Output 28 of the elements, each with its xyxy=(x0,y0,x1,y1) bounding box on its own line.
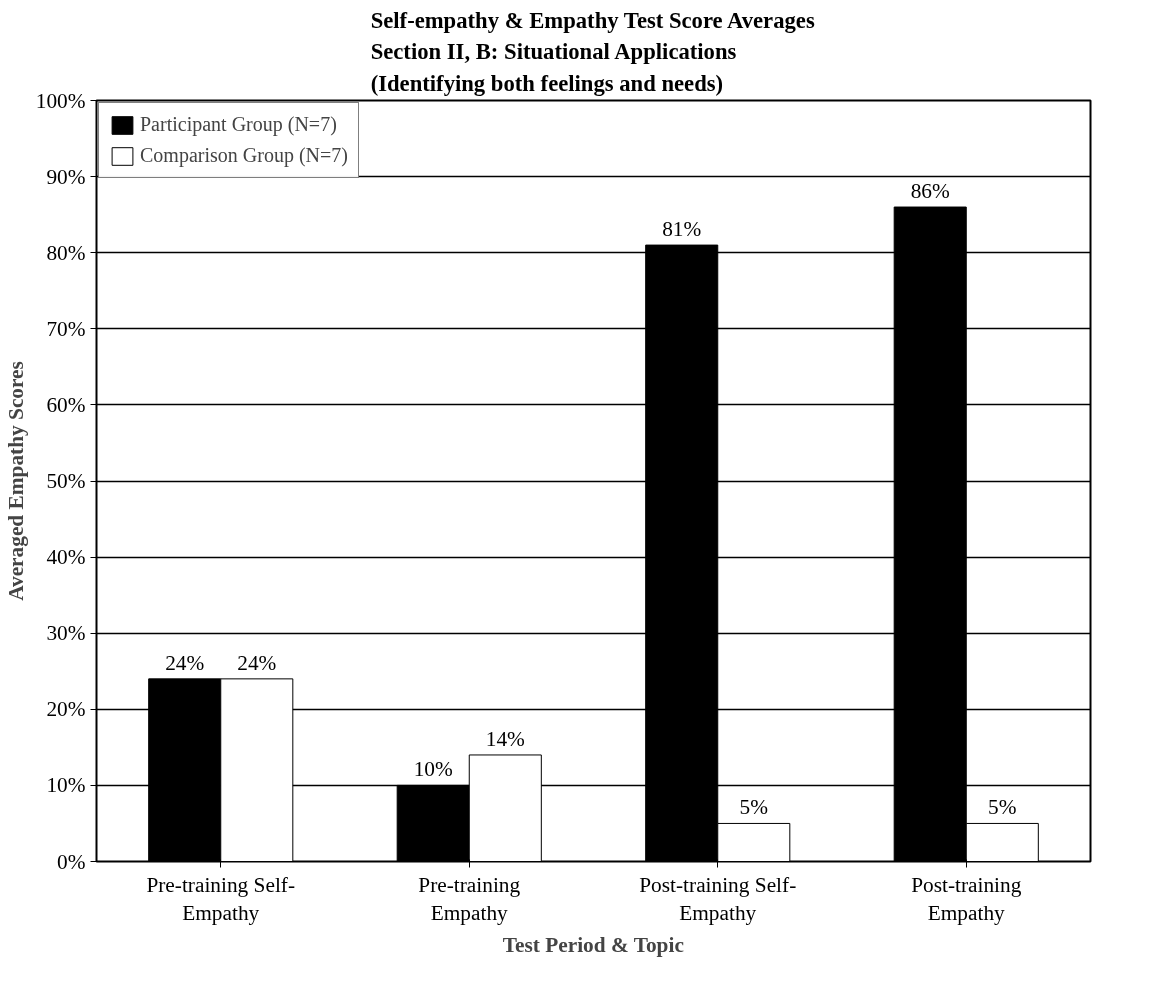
y-tick-label: 30% xyxy=(46,621,86,646)
data-label: 81% xyxy=(662,217,702,242)
x-tick-label: Pre-training Self-Empathy xyxy=(146,872,296,926)
data-label: 86% xyxy=(910,179,950,204)
data-label: 24% xyxy=(165,650,205,675)
y-tick-label: 40% xyxy=(46,545,86,570)
y-tick-label: 20% xyxy=(46,697,86,722)
data-label: 14% xyxy=(485,726,526,751)
y-tick-label: 10% xyxy=(46,773,86,798)
y-tick-label: 80% xyxy=(46,240,86,265)
y-tick-label: 100% xyxy=(35,88,86,113)
data-label: 10% xyxy=(413,757,453,782)
data-label: 24% xyxy=(237,650,277,675)
legend-label: Participant Group (N=7) xyxy=(140,113,337,136)
chart-title: Self-empathy & Empathy Test Score Averages Section II, B: Situational Applications (Identifying both feelings and needs) xyxy=(370,8,815,96)
data-label: 5% xyxy=(739,795,769,820)
y-tick-label: 90% xyxy=(46,164,86,189)
y-tick-label: 0% xyxy=(57,849,86,874)
x-tick-label: Pre-training Empathy xyxy=(418,872,521,926)
y-axis-title: Averaged Empathy Scores xyxy=(3,361,28,601)
data-label: 5% xyxy=(988,795,1017,820)
x-tick-label: Post-training Self-Empathy xyxy=(639,872,797,926)
x-axis-title: Test Period & Topic xyxy=(502,933,684,958)
y-tick-label: 50% xyxy=(46,469,86,493)
y-tick-label: 70% xyxy=(46,316,86,341)
y-tick-label: 60% xyxy=(46,392,86,417)
x-tick-label: Post-training Empathy xyxy=(911,872,1022,926)
legend-label: Comparison Group (N=7) xyxy=(140,144,348,167)
